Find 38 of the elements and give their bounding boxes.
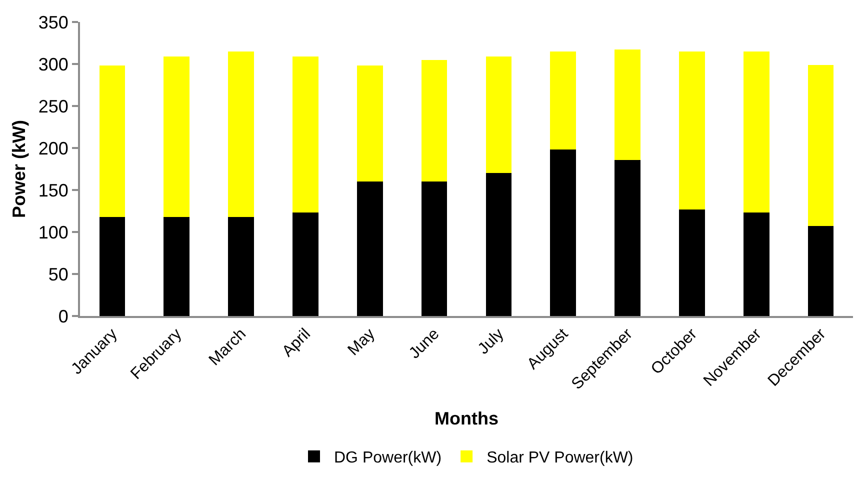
bar <box>743 51 770 213</box>
bar <box>292 56 318 213</box>
legend-label: Solar PV Power(kW) <box>486 450 634 467</box>
bar <box>292 212 318 316</box>
y-tick-label: 50 <box>48 264 68 284</box>
x-tick-label: July <box>475 326 508 358</box>
bar <box>164 216 190 316</box>
bar <box>164 56 190 217</box>
y-tick-label: 300 <box>38 54 68 74</box>
y-tick-label: 0 <box>58 306 68 326</box>
bar <box>486 173 512 316</box>
x-axis-title: Months <box>434 408 498 429</box>
bar <box>614 50 640 160</box>
bar <box>614 160 640 316</box>
y-axis-title: Power (kW) <box>9 120 30 218</box>
bar <box>228 51 254 217</box>
y-tick-label: 250 <box>38 96 68 116</box>
bar <box>99 66 126 217</box>
bar <box>743 212 770 316</box>
y-tick-label: 100 <box>38 222 68 242</box>
bar <box>808 64 834 226</box>
y-tick-label: 350 <box>38 12 68 32</box>
bar <box>679 51 705 210</box>
bar <box>421 60 448 182</box>
bar <box>550 51 576 150</box>
bar <box>550 150 576 316</box>
bar <box>486 56 512 174</box>
bar <box>228 216 254 316</box>
bar <box>99 216 126 316</box>
bar <box>808 226 834 316</box>
bar <box>679 209 705 316</box>
bar <box>356 182 383 316</box>
y-tick-label: 200 <box>38 138 68 158</box>
bar <box>421 182 448 316</box>
bar <box>356 66 383 182</box>
y-tick-label: 150 <box>38 180 68 200</box>
legend-label: DG Power(kW) <box>334 450 442 467</box>
x-tick-label: May <box>344 326 378 360</box>
